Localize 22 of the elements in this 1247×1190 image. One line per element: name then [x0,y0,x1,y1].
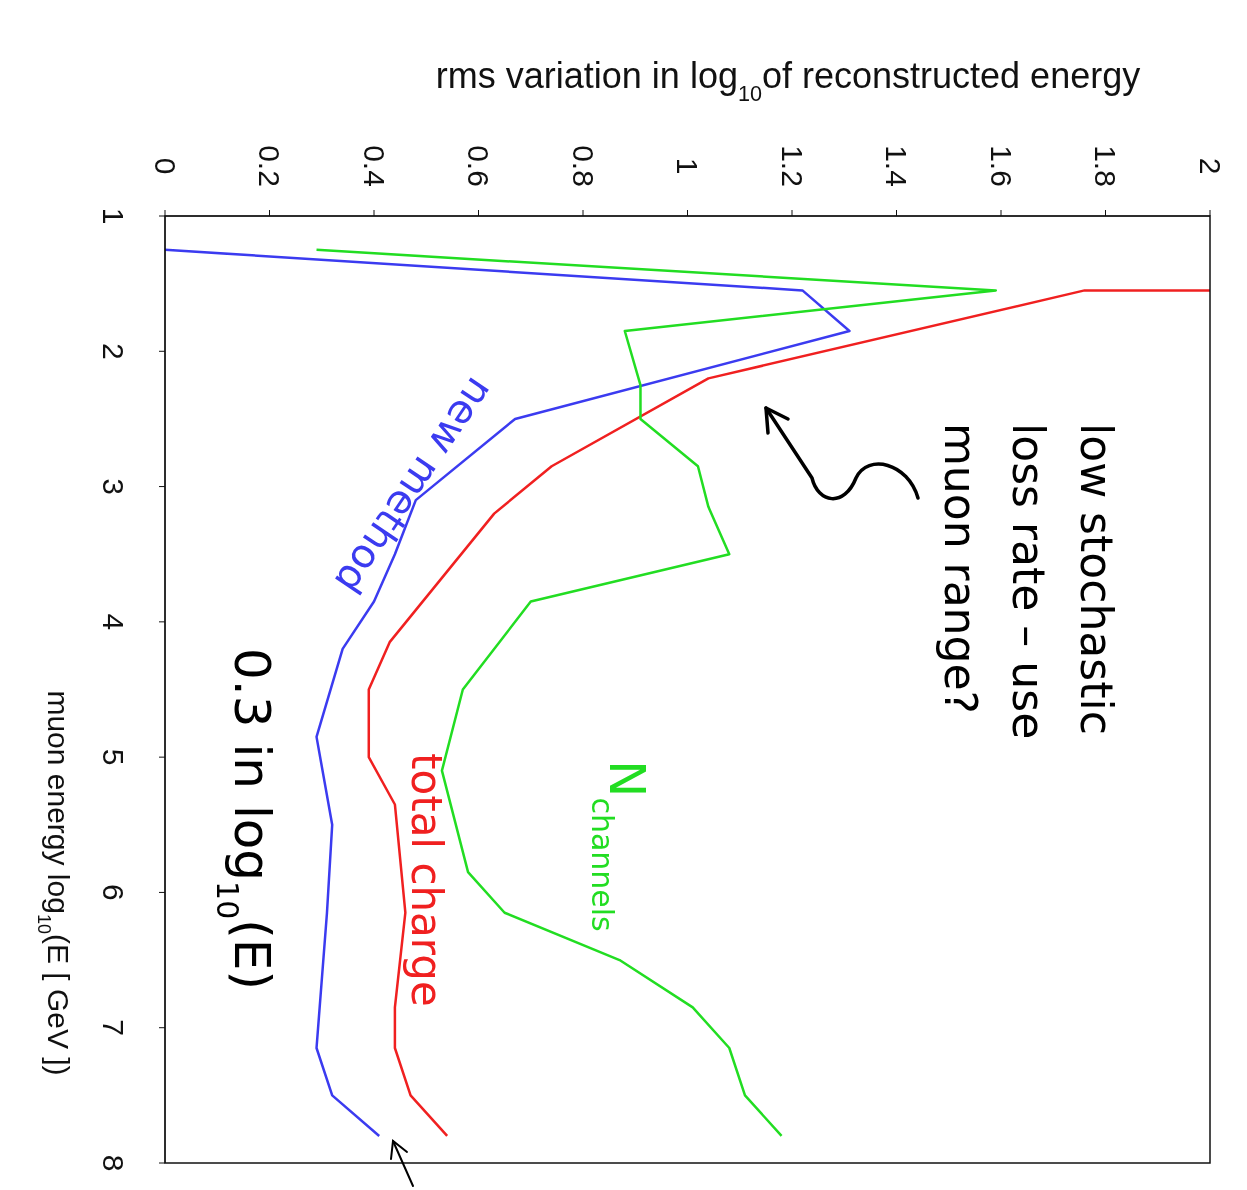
x-tick-label: 1.8 [1089,145,1122,187]
y-tick-label: 7 [96,1019,130,1037]
y-tick-label: 4 [96,613,130,631]
y-tick-label: 6 [96,884,130,901]
x-tick-label: 0 [148,157,182,175]
x-tick-label: 1 [671,157,704,175]
text: total charge [402,753,451,1007]
x-tick-label: 0.8 [566,145,600,187]
x-tick-label: 0.2 [253,145,286,187]
y-tick-label: 8 [96,1154,130,1172]
x-tick-label: 1.4 [880,145,913,187]
y-tick-label: 1 [96,207,130,225]
x-tick-label: 1.2 [775,145,809,187]
annotation: low stochastic loss rate – use muon range? [935,423,1122,740]
x-tick-label: 0.4 [357,145,391,187]
x-tick-label: 2 [1193,157,1227,175]
x-axis-title: rms variation in log$_{10}$of reconstructed energy [435,55,1141,106]
y-tick-label: 3 [96,478,130,495]
y-tick-label: 2 [96,342,130,360]
y-tick-label: 5 [96,748,130,766]
x-tick-label: 0.6 [462,145,495,187]
x-tick-label: 1.6 [984,145,1018,187]
